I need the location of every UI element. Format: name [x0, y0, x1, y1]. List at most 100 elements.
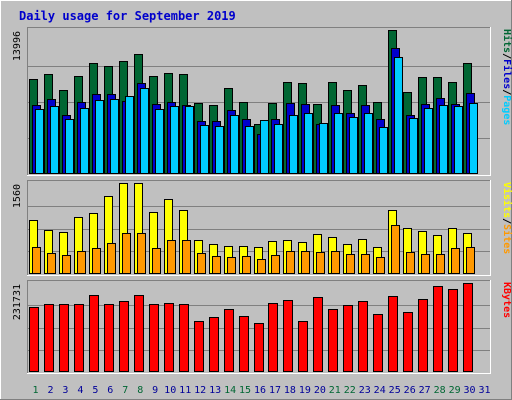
bar-sites-day-11 — [182, 240, 191, 274]
day-label-31: 31 — [478, 385, 490, 396]
bar-kbytes-day-5 — [89, 295, 99, 372]
bar-sites-day-13 — [212, 256, 221, 274]
bar-kbytes-day-16 — [254, 323, 264, 372]
bar-kbytes-day-14 — [224, 309, 234, 372]
day-label-4: 4 — [77, 385, 83, 396]
bar-kbytes-day-21 — [328, 309, 338, 372]
bar-kbytes-day-26 — [403, 312, 413, 372]
bar-pages-day-5 — [95, 100, 104, 174]
day-label-10: 10 — [164, 385, 176, 396]
bar-pages-day-23 — [364, 113, 373, 174]
series-label-kbytes: KBytes — [501, 282, 512, 318]
bar-pages-day-26 — [409, 118, 418, 174]
day-label-6: 6 — [107, 385, 113, 396]
day-label-15: 15 — [239, 385, 251, 396]
day-label-17: 17 — [269, 385, 281, 396]
bar-sites-day-14 — [227, 257, 236, 274]
bar-pages-day-24 — [379, 127, 388, 174]
day-label-13: 13 — [209, 385, 221, 396]
bar-kbytes-day-19 — [298, 321, 308, 372]
day-label-7: 7 — [122, 385, 128, 396]
bar-kbytes-day-20 — [313, 297, 323, 372]
bar-pages-day-14 — [230, 115, 239, 174]
bar-pages-day-25 — [394, 57, 403, 174]
bar-pages-day-18 — [289, 115, 298, 174]
bar-kbytes-day-15 — [239, 316, 249, 372]
day-label-12: 12 — [194, 385, 206, 396]
bar-sites-day-26 — [406, 252, 415, 274]
bar-sites-day-22 — [346, 254, 355, 274]
bar-kbytes-day-18 — [283, 300, 293, 372]
day-label-29: 29 — [449, 385, 461, 396]
bar-sites-day-2 — [47, 253, 56, 274]
bar-kbytes-day-7 — [119, 301, 129, 372]
bar-kbytes-day-27 — [418, 299, 428, 372]
bar-pages-day-28 — [439, 105, 448, 174]
bar-sites-day-20 — [316, 252, 325, 274]
bar-sites-day-12 — [197, 253, 206, 274]
bar-sites-day-5 — [92, 248, 101, 274]
bar-pages-day-6 — [110, 99, 119, 174]
day-label-18: 18 — [284, 385, 296, 396]
bar-pages-day-21 — [334, 113, 343, 174]
bar-sites-day-27 — [421, 254, 430, 274]
day-label-27: 27 — [419, 385, 431, 396]
day-label-2: 2 — [47, 385, 53, 396]
day-label-9: 9 — [152, 385, 158, 396]
series-axis-label: Visits/Sites — [501, 182, 512, 254]
panel-kbytes: 231731 KBytes — [12, 280, 512, 374]
y-max-label: 1560 — [12, 184, 23, 208]
bar-sites-day-6 — [107, 243, 116, 274]
bar-kbytes-day-11 — [179, 304, 189, 372]
bar-sites-day-29 — [451, 248, 460, 274]
bar-pages-day-10 — [170, 106, 179, 174]
series-label-separator: / — [501, 218, 512, 224]
bar-kbytes-day-4 — [74, 304, 84, 372]
bar-pages-day-30 — [469, 103, 478, 174]
series-sites — [32, 225, 475, 274]
y-max-label: 13996 — [12, 31, 23, 61]
bar-kbytes-day-13 — [209, 317, 219, 372]
series-axis-label: KBytes — [501, 282, 512, 318]
bar-pages-day-8 — [140, 88, 149, 174]
bar-kbytes-day-28 — [433, 286, 443, 372]
bar-pages-day-19 — [304, 113, 313, 174]
bar-kbytes-day-17 — [268, 303, 278, 372]
day-label-8: 8 — [137, 385, 143, 396]
bar-kbytes-day-1 — [29, 307, 39, 372]
bar-pages-day-9 — [155, 109, 164, 174]
bar-pages-day-27 — [424, 108, 433, 174]
bar-pages-day-17 — [274, 124, 283, 174]
day-label-23: 23 — [359, 385, 371, 396]
bar-pages-day-29 — [454, 106, 463, 174]
day-label-24: 24 — [374, 385, 386, 396]
bar-pages-day-12 — [200, 125, 209, 174]
bar-pages-day-22 — [349, 117, 358, 174]
bar-kbytes-day-8 — [134, 295, 144, 372]
y-max-label: 231731 — [12, 284, 23, 320]
series-label-separator: / — [501, 89, 512, 95]
day-label-30: 30 — [463, 385, 475, 396]
bar-kbytes-day-10 — [164, 303, 174, 372]
bar-pages-day-20 — [319, 123, 328, 174]
bar-kbytes-day-24 — [373, 314, 383, 372]
day-labels: 1 2 3 4 5 6 7 8 9 10 11 12 13 14 15 16 17 18 19 20 21 22 23 24 2… — [32, 385, 490, 396]
bar-sites-day-30 — [466, 247, 475, 274]
day-label-14: 14 — [224, 385, 236, 396]
bar-sites-day-8 — [137, 233, 146, 274]
series-label-visits: Visits — [501, 182, 512, 218]
bar-pages-day-1 — [35, 109, 44, 174]
bar-kbytes-day-29 — [448, 289, 458, 372]
bar-kbytes-day-25 — [388, 296, 398, 372]
bar-kbytes-day-22 — [343, 305, 353, 372]
bar-sites-day-19 — [301, 251, 310, 274]
bar-sites-day-10 — [167, 240, 176, 274]
bar-kbytes-day-23 — [358, 301, 368, 372]
bar-sites-day-18 — [286, 251, 295, 274]
series-label-separator: / — [501, 53, 512, 59]
day-label-20: 20 — [314, 385, 326, 396]
day-label-1: 1 — [32, 385, 38, 396]
series-pages — [35, 57, 478, 174]
